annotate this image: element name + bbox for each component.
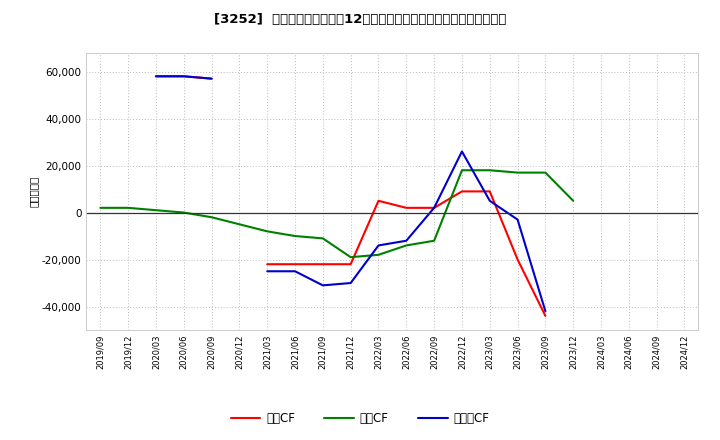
- フリーCF: [318, 283, 327, 288]
- 投資CF: [263, 229, 271, 234]
- 営業CF: [541, 313, 550, 319]
- 投資CF: [402, 243, 410, 248]
- 投資CF: [569, 198, 577, 203]
- フリーCF: [152, 73, 161, 79]
- 営業CF: [430, 205, 438, 210]
- フリーCF: [374, 243, 383, 248]
- 営業CF: [458, 189, 467, 194]
- 営業CF: [485, 189, 494, 194]
- 投資CF: [291, 233, 300, 238]
- Line: フリーCF: フリーCF: [156, 76, 546, 311]
- 投資CF: [96, 205, 104, 210]
- Y-axis label: （百万円）: （百万円）: [29, 176, 39, 207]
- 営業CF: [402, 205, 410, 210]
- 投資CF: [318, 236, 327, 241]
- 営業CF: [207, 76, 216, 81]
- 営業CF: [513, 257, 522, 262]
- 投資CF: [235, 222, 243, 227]
- 投資CF: [458, 168, 467, 173]
- フリーCF: [402, 238, 410, 243]
- フリーCF: [346, 280, 355, 286]
- Text: [3252]  キャッシュフローの12か月移動合計の対前年同期増減額の推移: [3252] キャッシュフローの12か月移動合計の対前年同期増減額の推移: [214, 13, 506, 26]
- 営業CF: [346, 262, 355, 267]
- フリーCF: [430, 205, 438, 210]
- フリーCF: [513, 217, 522, 222]
- フリーCF: [291, 269, 300, 274]
- 投資CF: [374, 252, 383, 257]
- 営業CF: [263, 262, 271, 267]
- 投資CF: [485, 168, 494, 173]
- 営業CF: [318, 262, 327, 267]
- 投資CF: [124, 205, 132, 210]
- 営業CF: [374, 198, 383, 203]
- 投資CF: [541, 170, 550, 175]
- フリーCF: [207, 76, 216, 81]
- Legend: 営業CF, 投資CF, フリーCF: 営業CF, 投資CF, フリーCF: [226, 407, 494, 430]
- フリーCF: [458, 149, 467, 154]
- 投資CF: [207, 215, 216, 220]
- Line: 投資CF: 投資CF: [100, 170, 573, 257]
- 営業CF: [179, 73, 188, 79]
- 投資CF: [179, 210, 188, 215]
- Line: 営業CF: 営業CF: [156, 76, 546, 316]
- フリーCF: [541, 308, 550, 314]
- 投資CF: [430, 238, 438, 243]
- フリーCF: [179, 73, 188, 79]
- フリーCF: [485, 198, 494, 203]
- フリーCF: [263, 269, 271, 274]
- 営業CF: [291, 262, 300, 267]
- 投資CF: [346, 254, 355, 260]
- 営業CF: [152, 73, 161, 79]
- 投資CF: [513, 170, 522, 175]
- 投資CF: [152, 208, 161, 213]
